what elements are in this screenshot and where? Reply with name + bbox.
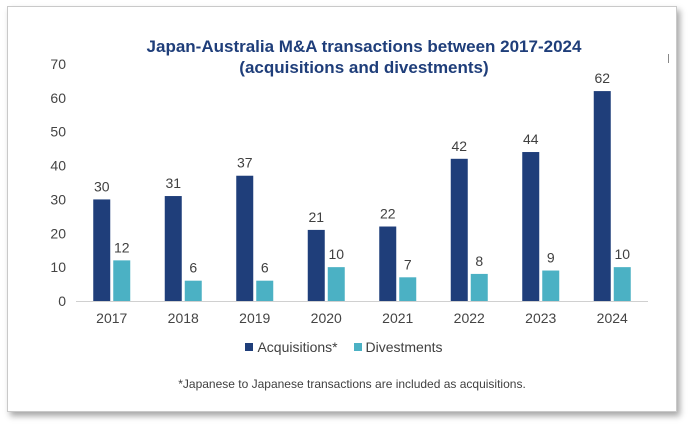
- data-label-divestments-2022: 8: [475, 253, 483, 269]
- legend-swatch-acquisitions: [245, 343, 254, 352]
- bar-divestments-2017: [113, 260, 131, 301]
- legend-label-acquisitions: Acquisitions*: [257, 339, 338, 355]
- x-tick-label: 2023: [525, 310, 556, 326]
- bar-divestments-2019: [256, 280, 274, 301]
- legend-item-acquisitions: Acquisitions*: [245, 339, 338, 355]
- x-tick-label: 2018: [168, 310, 199, 326]
- data-label-divestments-2018: 6: [189, 260, 197, 276]
- data-label-acquisitions-2017: 30: [94, 178, 110, 194]
- data-label-acquisitions-2021: 22: [380, 206, 396, 222]
- frame-tick-mark: [668, 54, 669, 63]
- x-tick-label: 2021: [382, 310, 413, 326]
- bar-divestments-2018: [184, 280, 202, 301]
- chart-frame: [7, 6, 677, 412]
- y-tick-label: 40: [50, 158, 66, 174]
- data-label-acquisitions-2019: 37: [237, 155, 253, 171]
- x-tick-label: 2022: [454, 310, 485, 326]
- data-label-divestments-2019: 6: [261, 260, 269, 276]
- chart-footnote: *Japanese to Japanese transactions are i…: [178, 377, 526, 391]
- legend-item-divestments: Divestments: [353, 339, 443, 355]
- data-label-divestments-2023: 9: [547, 250, 555, 266]
- data-label-acquisitions-2024: 62: [594, 70, 610, 86]
- bar-acquisitions-2017: [93, 199, 111, 301]
- data-label-acquisitions-2022: 42: [451, 138, 467, 154]
- bar-acquisitions-2023: [522, 152, 540, 301]
- y-tick-label: 10: [50, 259, 66, 275]
- data-label-acquisitions-2023: 44: [523, 131, 539, 147]
- bar-acquisitions-2022: [450, 158, 468, 301]
- bar-divestments-2022: [470, 273, 488, 301]
- bar-divestments-2021: [399, 277, 417, 301]
- data-label-divestments-2024: 10: [614, 246, 630, 262]
- y-tick-label: 30: [50, 191, 66, 207]
- legend-swatch-divestments: [353, 343, 362, 352]
- x-tick-label: 2019: [239, 310, 270, 326]
- bar-acquisitions-2020: [307, 229, 325, 301]
- legend-label-divestments: Divestments: [365, 339, 443, 355]
- data-label-divestments-2021: 7: [404, 256, 412, 272]
- data-label-acquisitions-2018: 31: [165, 175, 181, 191]
- data-label-divestments-2017: 12: [114, 239, 130, 255]
- y-tick-label: 50: [50, 124, 66, 140]
- y-tick-label: 20: [50, 225, 66, 241]
- y-tick-label: 60: [50, 90, 66, 106]
- y-tick-label: 70: [50, 56, 66, 72]
- chart-title-line: Japan-Australia M&A transactions between…: [146, 37, 582, 56]
- data-label-acquisitions-2020: 21: [308, 209, 324, 225]
- chart-subtitle: (acquisitions and divestments): [239, 58, 489, 77]
- bar-acquisitions-2018: [164, 196, 182, 301]
- y-tick-label: 0: [58, 293, 66, 309]
- chart-title: Japan-Australia M&A transactions between…: [0, 36, 688, 78]
- chart-legend: Acquisitions* Divestments: [0, 339, 688, 355]
- bar-acquisitions-2021: [379, 226, 397, 301]
- x-tick-label: 2024: [597, 310, 628, 326]
- bar-divestments-2024: [613, 267, 631, 301]
- bar-acquisitions-2024: [593, 91, 611, 301]
- x-tick-label: 2020: [311, 310, 342, 326]
- data-label-divestments-2020: 10: [328, 246, 344, 262]
- bar-divestments-2020: [327, 267, 345, 301]
- bar-divestments-2023: [542, 270, 560, 301]
- x-tick-label: 2017: [96, 310, 127, 326]
- bar-acquisitions-2019: [236, 175, 254, 301]
